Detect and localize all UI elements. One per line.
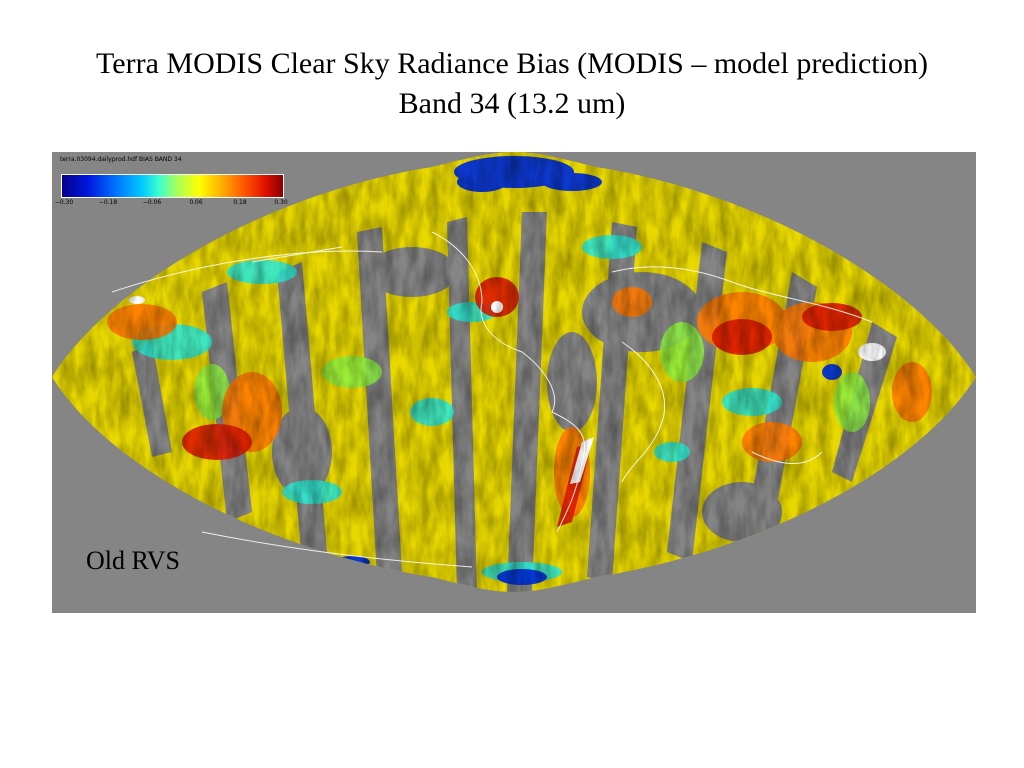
colorbar-ticks: −0.30 −0.18 −0.06 0.06 0.18 0.30 bbox=[52, 199, 292, 209]
coastlines bbox=[111, 231, 873, 568]
slide-title: Terra MODIS Clear Sky Radiance Bias (MOD… bbox=[0, 44, 1024, 124]
map-swath-layer bbox=[52, 152, 976, 592]
colorbar-tick: −0.30 bbox=[54, 199, 74, 206]
radiance-bias-map: terra.03094.dailyprod.hdf BIAS BAND 34 −… bbox=[52, 152, 976, 613]
colorbar-tick: −0.06 bbox=[142, 199, 162, 206]
colorbar-tick: 0.18 bbox=[233, 199, 247, 206]
colorbar-tick: 0.06 bbox=[189, 199, 203, 206]
title-line-1: Terra MODIS Clear Sky Radiance Bias (MOD… bbox=[96, 47, 928, 80]
caption-old-rvs: Old RVS bbox=[86, 546, 180, 575]
file-label: terra.03094.dailyprod.hdf BIAS BAND 34 bbox=[60, 156, 182, 163]
title-line-2: Band 34 (13.2 um) bbox=[398, 87, 626, 120]
colorbar-tick: −0.18 bbox=[98, 199, 118, 206]
colorbar bbox=[61, 174, 284, 198]
colorbar-tick: 0.30 bbox=[274, 199, 288, 206]
sinusoidal-map-svg bbox=[52, 152, 976, 592]
